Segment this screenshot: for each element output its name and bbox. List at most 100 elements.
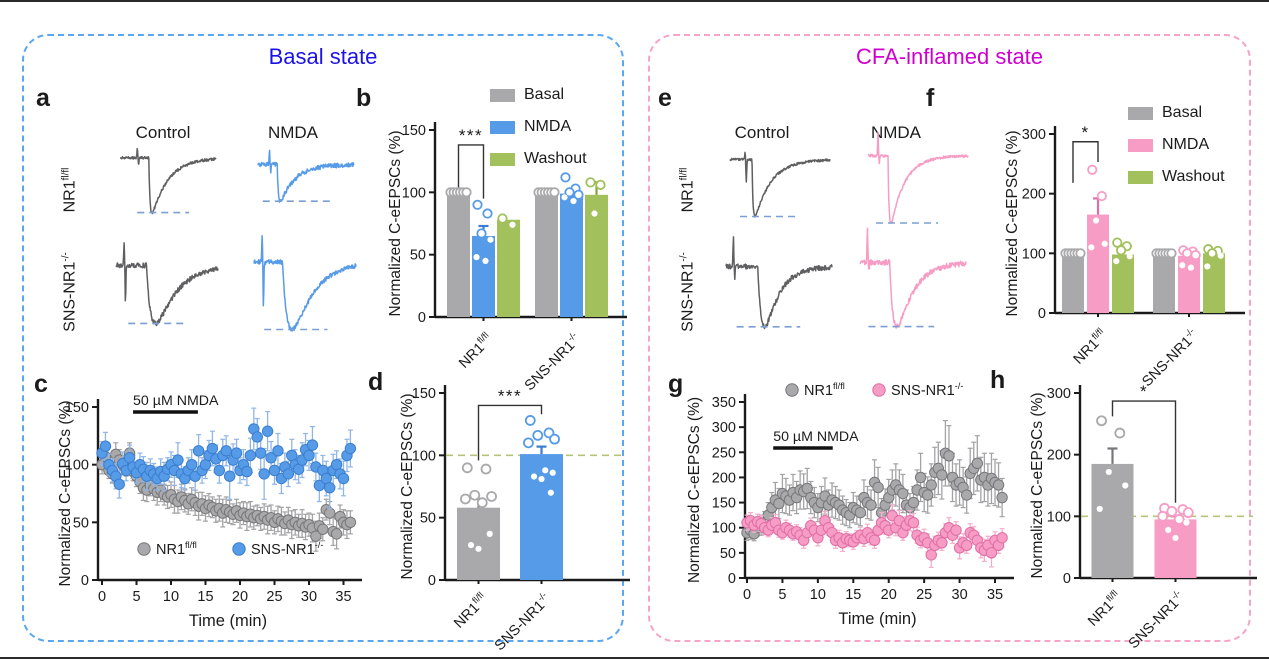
svg-text:20: 20 xyxy=(232,589,248,605)
bar xyxy=(1091,463,1134,578)
basal-swatch xyxy=(490,88,515,102)
svg-text:200: 200 xyxy=(712,470,736,486)
bar xyxy=(1062,253,1084,313)
data-point xyxy=(1112,237,1123,248)
svg-text:30: 30 xyxy=(952,587,968,603)
svg-text:NR1fl/fl: NR1fl/fl xyxy=(1069,326,1111,368)
data-point xyxy=(943,450,955,462)
legend-label: Washout xyxy=(1162,168,1225,185)
trace-basal-nr1-nmda xyxy=(257,149,355,203)
eepsc-trace xyxy=(867,131,969,224)
svg-text:100: 100 xyxy=(412,448,436,464)
svg-text:50 µM NMDA: 50 µM NMDA xyxy=(133,393,219,409)
svg-text:35: 35 xyxy=(987,587,1003,603)
legend-label: Washout xyxy=(524,150,587,167)
data-point xyxy=(282,468,295,480)
svg-text:Time (min): Time (min) xyxy=(189,612,267,630)
svg-text:50: 50 xyxy=(720,546,736,562)
svg-text:0: 0 xyxy=(743,587,751,603)
data-point xyxy=(907,496,920,509)
svg-text:SNS-NR1-/-: SNS-NR1-/- xyxy=(490,590,554,654)
data-point xyxy=(591,210,598,217)
svg-text:NR1fl/fl: NR1fl/fl xyxy=(1084,588,1126,630)
svg-text:200: 200 xyxy=(1022,187,1046,203)
data-point xyxy=(992,479,1005,491)
data-point xyxy=(960,539,973,552)
basal-state-box xyxy=(22,34,624,642)
data-point xyxy=(1096,505,1103,513)
data-point xyxy=(996,532,1008,544)
cfa-state-title: CFA-inflamed state xyxy=(855,44,1044,69)
data-point xyxy=(523,437,534,449)
data-point xyxy=(530,473,538,480)
svg-text:5: 5 xyxy=(132,589,140,605)
svg-text:NR1fl/fl: NR1fl/fl xyxy=(804,381,845,399)
basal-row-label-nr1: NR1fl/fl xyxy=(60,167,79,213)
data-point xyxy=(1181,248,1193,259)
data-point xyxy=(1122,482,1129,489)
data-point xyxy=(532,429,544,441)
svg-text:Time (min): Time (min) xyxy=(838,610,916,628)
bar xyxy=(472,235,495,317)
svg-text:***: *** xyxy=(459,126,483,145)
bar xyxy=(497,219,520,317)
data-point xyxy=(1166,248,1177,259)
svg-text:100: 100 xyxy=(1022,246,1046,262)
data-point xyxy=(1115,245,1127,256)
data-point xyxy=(1088,244,1095,251)
data-point xyxy=(872,481,884,494)
panel-letter-a: a xyxy=(36,84,50,112)
trace-basal-sns-control xyxy=(115,242,219,327)
legend-item: Basal xyxy=(490,86,587,104)
svg-text:100: 100 xyxy=(402,185,426,201)
trace-cfa-nr1-nmda xyxy=(867,131,969,224)
data-point xyxy=(255,447,267,459)
data-point xyxy=(773,497,785,510)
bottom-rule xyxy=(0,657,1269,659)
svg-text:250: 250 xyxy=(712,445,736,461)
bar xyxy=(535,192,558,317)
data-point xyxy=(907,516,920,529)
data-point xyxy=(461,187,472,198)
nmda-swatch xyxy=(490,120,515,134)
bar xyxy=(1203,253,1225,313)
svg-text:25: 25 xyxy=(916,587,932,603)
bar xyxy=(585,194,608,317)
data-point xyxy=(230,447,243,459)
svg-text:25: 25 xyxy=(266,589,282,605)
data-point xyxy=(486,491,497,502)
data-point xyxy=(324,507,336,519)
data-point xyxy=(1217,252,1224,259)
basal-nmda-header: NMDA xyxy=(267,123,319,142)
washout-swatch xyxy=(1128,170,1153,184)
data-point xyxy=(549,469,556,476)
data-point xyxy=(306,439,319,451)
svg-text:0: 0 xyxy=(81,573,89,589)
washout-swatch xyxy=(490,152,515,166)
data-point xyxy=(1179,262,1186,269)
basal-swatch xyxy=(1128,106,1153,120)
svg-text:0: 0 xyxy=(728,571,736,587)
svg-text:0: 0 xyxy=(1063,571,1071,587)
basal-control-header: Control xyxy=(135,123,191,142)
data-point xyxy=(186,458,198,471)
data-point xyxy=(324,482,336,494)
svg-text:0: 0 xyxy=(98,589,106,605)
data-point xyxy=(344,442,357,455)
svg-text:20: 20 xyxy=(881,587,897,603)
data-point xyxy=(549,187,560,198)
legend-label: NMDA xyxy=(1162,136,1210,153)
svg-text:Normalized C-eEPSCs (%): Normalized C-eEPSCs (%) xyxy=(1004,130,1021,316)
svg-text:NR1fl/fl: NR1fl/fl xyxy=(156,540,197,558)
cfa-control-header: Control xyxy=(734,123,790,142)
data-point xyxy=(472,199,483,210)
data-point xyxy=(244,449,257,462)
data-point xyxy=(258,468,270,480)
svg-text:50 µM NMDA: 50 µM NMDA xyxy=(773,429,859,445)
data-point xyxy=(854,506,867,519)
svg-text:NR1fl/fl: NR1fl/fl xyxy=(450,590,492,632)
data-point xyxy=(1126,253,1133,260)
